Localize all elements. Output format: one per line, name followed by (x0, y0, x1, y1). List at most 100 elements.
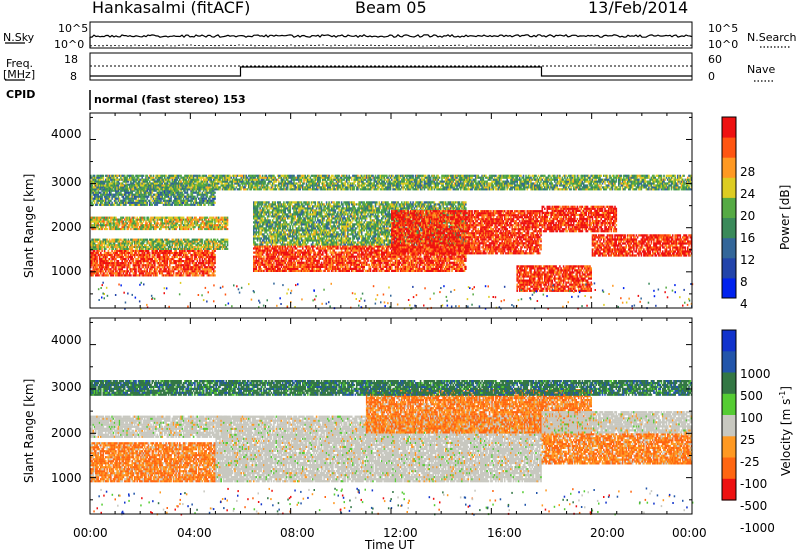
power-cell (191, 226, 194, 229)
power-cell (219, 244, 221, 247)
power-cell (179, 245, 181, 249)
power-cell (125, 224, 127, 227)
power-cell (180, 238, 182, 241)
power-cell (145, 220, 147, 223)
power-cell (172, 270, 175, 273)
power-cell (162, 185, 165, 188)
power-cell (115, 247, 117, 250)
power-cell (112, 264, 115, 267)
power-cell (117, 193, 120, 196)
power-cell (156, 262, 159, 265)
power-cell (443, 261, 446, 264)
power-cell (169, 216, 171, 219)
power-cell (90, 218, 92, 221)
power-cell (150, 220, 152, 223)
power-cell (157, 270, 160, 273)
power-cell (176, 218, 179, 221)
power-cell (211, 251, 214, 255)
power-cell (131, 197, 133, 200)
power-cell (97, 272, 100, 275)
power-cell (416, 265, 418, 268)
power-cell (120, 203, 122, 206)
power-cell (205, 251, 207, 255)
power-cell (131, 255, 133, 259)
power-cell (142, 226, 145, 229)
power-cell (97, 270, 100, 273)
power-cell (190, 195, 192, 198)
power-cell (93, 238, 96, 241)
power-cell (179, 195, 181, 198)
power-cell (122, 222, 125, 225)
power-cell (177, 201, 180, 204)
power-cell (97, 251, 100, 255)
power-cell (174, 191, 176, 194)
power-cell (174, 226, 176, 229)
power-cell (112, 251, 115, 255)
power-cell (141, 255, 143, 259)
power-cell (154, 253, 156, 257)
power-cell (105, 268, 107, 271)
power-cell (103, 216, 106, 219)
power-cell (142, 274, 145, 277)
power-cell (121, 244, 123, 247)
power-cell (107, 216, 110, 219)
power-cell (113, 262, 116, 265)
power-cell (379, 263, 382, 266)
power-cell (194, 272, 196, 275)
power-cell (105, 226, 107, 229)
power-cell (138, 242, 141, 245)
power-cell (143, 201, 146, 204)
power-cell (92, 270, 95, 273)
power-cell (154, 266, 156, 269)
power-cell (117, 197, 120, 200)
power-cell (110, 262, 112, 265)
power-cell (204, 240, 206, 243)
power-cell (186, 270, 189, 273)
power-cell (184, 187, 186, 190)
power-cell (121, 251, 123, 255)
power-cell (95, 264, 97, 267)
power-cell (161, 226, 164, 229)
power-cell (105, 240, 107, 243)
power-cell (122, 220, 125, 223)
power-cell (126, 218, 128, 221)
power-cell (105, 260, 107, 263)
power-cell (190, 216, 192, 219)
power-cell (126, 247, 128, 250)
power-cell (154, 226, 156, 229)
power-cell (160, 268, 162, 271)
power-cell (190, 253, 192, 257)
power-cell (170, 226, 172, 229)
power-cell (138, 244, 141, 247)
power-cell (174, 249, 176, 252)
power-cell (136, 195, 138, 198)
power-cell (186, 272, 189, 275)
power-cell (103, 266, 106, 269)
power-cell (195, 197, 197, 200)
power-cell (102, 220, 105, 223)
power-cell (189, 242, 191, 245)
power-cell (176, 244, 179, 247)
power-cell (101, 203, 103, 206)
power-cell (126, 240, 128, 243)
power-cell (93, 187, 96, 190)
power-cell (170, 272, 172, 275)
power-cell (187, 249, 190, 252)
power-cell (174, 224, 176, 227)
power-cell (192, 249, 195, 252)
power-cell (96, 274, 98, 277)
power-cell (92, 251, 95, 255)
power-cell (115, 227, 117, 231)
power-cell (190, 218, 192, 221)
power-cell (111, 227, 113, 231)
power-cell (150, 270, 152, 273)
power-cell (115, 274, 117, 277)
power-cell (359, 267, 362, 270)
power-cell (175, 183, 177, 186)
power-cell (111, 270, 113, 273)
power-cell (131, 224, 133, 227)
power-cell (138, 227, 141, 231)
power-cell (201, 270, 204, 273)
power-cell (123, 227, 126, 231)
power-cell (133, 222, 136, 225)
